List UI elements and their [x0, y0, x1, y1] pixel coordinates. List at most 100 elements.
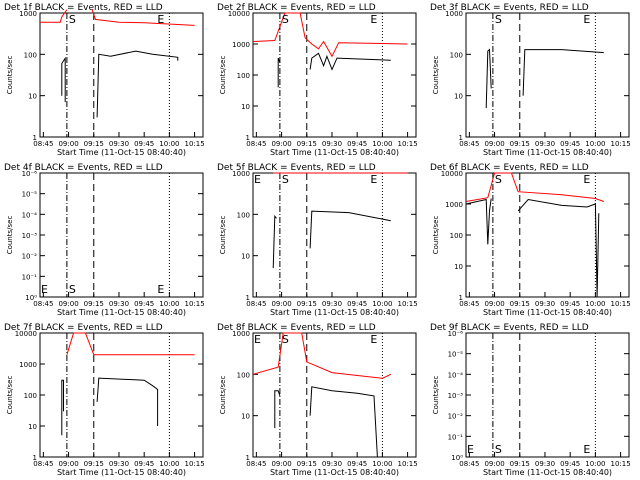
series-events-line	[277, 57, 281, 88]
y-tick-label: 1	[33, 454, 37, 462]
x-tick-label: 09:45	[347, 140, 367, 148]
series-events-line	[309, 52, 391, 71]
x-axis-label: Start Time (11-Oct-15 08:40:40)	[57, 468, 186, 477]
y-axis-label: Counts/sec	[6, 216, 14, 255]
series-events-line	[61, 56, 66, 103]
plot-frame	[39, 332, 204, 458]
x-tick-label: 09:00	[271, 140, 291, 148]
plot-frame	[252, 172, 417, 298]
x-tick-label: 10:15	[611, 300, 631, 308]
x-tick-label: 08:45	[459, 140, 479, 148]
plot-frame	[252, 332, 417, 458]
x-tick-label: 09:00	[271, 460, 291, 468]
y-tick-label: 100	[24, 51, 37, 59]
marker-s: S	[69, 13, 76, 26]
x-tick-label: 09:15	[297, 300, 317, 308]
plot-frame	[252, 12, 417, 138]
y-tick-label: 1	[459, 294, 463, 302]
x-tick-label: 10:15	[611, 460, 631, 468]
panel-4: Det 4f BLACK = Events, RED = LLD Counts/s…	[4, 163, 205, 317]
panel-1: Det 1f BLACK = Events, RED = LLD Counts/s…	[4, 3, 205, 157]
y-tick-label: 10⁻⁴	[22, 211, 38, 219]
series-events-line	[272, 214, 277, 269]
y-tick-label: 10⁻²	[448, 413, 464, 421]
x-tick-label: 10:15	[398, 140, 418, 148]
series-events-line	[96, 50, 179, 118]
x-tick-label: 08:45	[459, 460, 479, 468]
y-tick-label: 1000	[232, 41, 250, 49]
x-axis-label: Start Time (11-Oct-15 08:40:40)	[270, 308, 399, 317]
panel-9: Det 9f BLACK = Events, RED = LLD Counts/s…	[430, 323, 631, 477]
x-tick-label: 09:00	[484, 460, 504, 468]
y-axis-label: Counts/sec	[432, 376, 440, 415]
plot-frame	[465, 172, 630, 298]
x-tick-label: 10:00	[585, 460, 605, 468]
marker-e: E	[157, 13, 164, 26]
panel-title: Det 3f BLACK = Events, RED = LLD	[430, 3, 589, 13]
x-tick-label: 09:30	[535, 460, 555, 468]
marker-e-left: E	[254, 173, 261, 186]
x-tick-label: 09:45	[134, 300, 154, 308]
y-tick-label: 10	[454, 263, 463, 271]
y-axis-label: Counts/sec	[6, 56, 14, 95]
panel-6: Det 6f BLACK = Events, RED = LLD Counts/s…	[430, 163, 631, 317]
series-events-line	[465, 198, 492, 245]
series-events-line	[522, 49, 604, 96]
y-tick-label: 1000	[19, 361, 37, 369]
y-tick-label: 10000	[15, 330, 37, 338]
y-tick-label: 10000	[228, 10, 250, 18]
y-tick-label: 10⁻⁴	[448, 371, 464, 379]
y-tick-label: 10⁻¹	[22, 273, 38, 281]
panel-title: Det 7f BLACK = Events, RED = LLD	[4, 323, 163, 333]
panel-7: Det 7f BLACK = Events, RED = LLD Counts/s…	[4, 323, 205, 477]
x-tick-label: 10:15	[185, 300, 205, 308]
y-axis-label: Counts/sec	[219, 56, 227, 95]
x-tick-label: 10:00	[585, 140, 605, 148]
marker-s: S	[69, 283, 76, 296]
y-tick-label: 100	[450, 51, 463, 59]
series-events-line	[309, 210, 391, 249]
x-tick-label: 09:30	[322, 460, 342, 468]
panel-title: Det 1f BLACK = Events, RED = LLD	[4, 3, 163, 13]
series-lld-line	[91, 9, 195, 26]
y-tick-label: 1000	[19, 10, 37, 18]
panel-2: Det 2f BLACK = Events, RED = LLD Counts/s…	[217, 3, 418, 157]
y-tick-label: 10	[28, 93, 37, 101]
marker-s: S	[282, 333, 289, 346]
plot-frame	[39, 12, 204, 138]
x-tick-label: 10:00	[372, 300, 392, 308]
x-tick-label: 08:45	[246, 460, 266, 468]
x-tick-label: 09:15	[297, 140, 317, 148]
series-lld-line	[252, 12, 408, 58]
y-tick-label: 10⁻¹	[448, 433, 464, 441]
x-axis-label: Start Time (11-Oct-15 08:40:40)	[270, 148, 399, 157]
y-axis-label: Counts/sec	[6, 376, 14, 415]
x-tick-label: 09:00	[484, 300, 504, 308]
panel-title: Det 6f BLACK = Events, RED = LLD	[430, 163, 589, 173]
marker-e: E	[370, 333, 377, 346]
y-tick-label: 10⁻³	[22, 232, 38, 240]
panel-3: Det 3f BLACK = Events, RED = LLD Counts/s…	[430, 3, 631, 157]
x-tick-label: 09:45	[134, 140, 154, 148]
x-tick-label: 08:45	[246, 140, 266, 148]
x-tick-label: 09:15	[297, 460, 317, 468]
series-events-line	[309, 386, 378, 458]
y-tick-label: 10⁻²	[22, 253, 38, 261]
marker-e-left: E	[254, 333, 261, 346]
series-events-line	[485, 48, 492, 109]
y-tick-label: 10	[454, 93, 463, 101]
x-tick-label: 09:30	[322, 140, 342, 148]
x-tick-label: 09:30	[535, 300, 555, 308]
y-tick-label: 1	[246, 454, 250, 462]
marker-e: E	[583, 173, 590, 186]
marker-e: E	[370, 173, 377, 186]
x-axis-label: Start Time (11-Oct-15 08:40:40)	[483, 148, 612, 157]
y-tick-label: 1	[246, 134, 250, 142]
panel-title: Det 5f BLACK = Events, RED = LLD	[217, 163, 376, 173]
series-events-line	[61, 379, 64, 436]
x-tick-label: 10:00	[159, 300, 179, 308]
x-tick-label: 10:15	[185, 140, 205, 148]
x-tick-label: 09:15	[510, 460, 530, 468]
y-tick-label: 1	[246, 294, 250, 302]
